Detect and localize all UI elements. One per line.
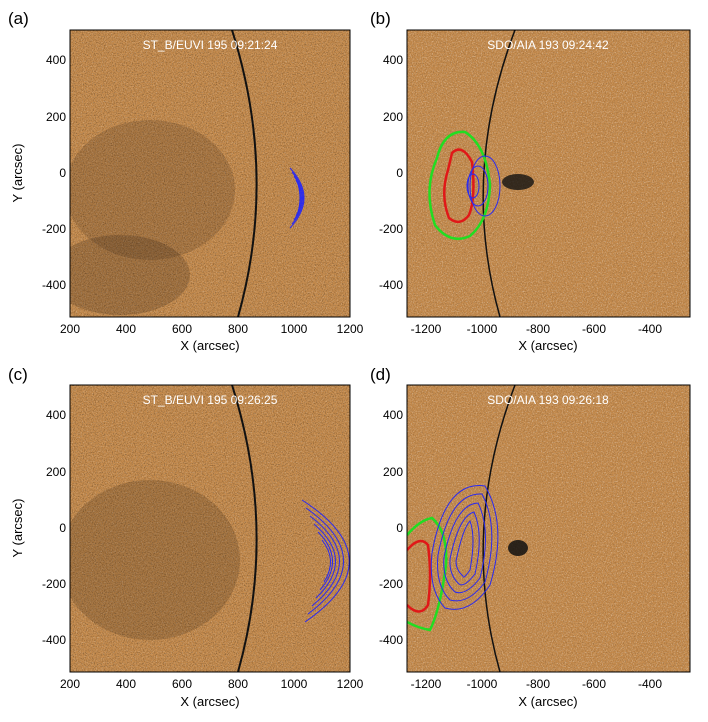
x-tick-label: -600: [582, 677, 606, 691]
plot-frame: [406, 384, 691, 673]
green-contour: [428, 130, 492, 240]
x-tick-label: -1000: [467, 677, 498, 691]
y-tick-label: -400: [379, 278, 403, 292]
panel-b: (b) SDO/AIA 193 09:24:42 400 200 0 -200 …: [370, 9, 691, 353]
plot-frame: [406, 29, 691, 318]
x-tick-label: 1000: [281, 322, 308, 336]
x-tick-label: 1200: [337, 322, 364, 336]
blue-contours: [466, 155, 501, 217]
y-axis-label: Y (arcsec): [10, 144, 25, 203]
solar-limb: [231, 30, 258, 317]
x-tick-label: 200: [60, 322, 80, 336]
x-tick-label: 800: [228, 677, 248, 691]
x-tick-label: 200: [60, 677, 80, 691]
panel-title: ST_B/EUVI 195 09:21:24: [143, 38, 278, 52]
x-tick-label: -600: [582, 322, 606, 336]
y-tick-label: -400: [42, 278, 66, 292]
panel-label: (b): [370, 9, 391, 28]
solar-image: [407, 385, 690, 672]
y-tick-labels: 400 200 0 -200 -400: [379, 408, 403, 647]
y-tick-labels: 400 200 0 -200 -400: [42, 408, 66, 647]
x-tick-label: 800: [228, 322, 248, 336]
y-axis-label: Y (arcsec): [10, 499, 25, 558]
x-tick-label: -1200: [411, 677, 442, 691]
blue-contours: [430, 485, 499, 610]
y-tick-label: -200: [42, 222, 66, 236]
y-tick-label: -400: [42, 633, 66, 647]
x-tick-label: 1000: [281, 677, 308, 691]
y-tick-labels: 400 200 0 -200 -400: [42, 53, 66, 292]
red-contour: [407, 539, 432, 613]
y-tick-label: 200: [46, 465, 66, 479]
panel-d: (d) SDO/AIA 193 09:26:18 400 200 0 -200: [370, 365, 691, 709]
x-tick-label: 400: [116, 322, 136, 336]
x-tick-label: -400: [638, 677, 662, 691]
plot-frame: [69, 29, 351, 318]
blue-contours: [289, 167, 305, 229]
x-tick-label: -1000: [467, 322, 498, 336]
x-tick-label: -800: [526, 322, 550, 336]
x-tick-label: 600: [172, 677, 192, 691]
x-tick-labels: 200 400 600 800 1000 1200: [60, 322, 364, 336]
panel-c: (c) ST_B/EUVI 195 09:26:25 400 200 0 -20…: [8, 365, 364, 709]
solar-limb: [482, 385, 516, 672]
y-tick-label: 400: [383, 408, 403, 422]
y-tick-label: -200: [379, 222, 403, 236]
panel-title: SDO/AIA 193 09:26:18: [487, 393, 609, 407]
y-tick-label: -200: [42, 577, 66, 591]
solar-image: [407, 30, 690, 317]
x-tick-labels: -1200 -1000 -800 -600 -400: [411, 322, 663, 336]
blue-contours: [301, 499, 350, 623]
y-tick-label: 0: [396, 521, 403, 535]
red-contour: [443, 148, 475, 224]
x-tick-label: -1200: [411, 322, 442, 336]
panel-label: (a): [8, 9, 29, 28]
panel-label: (d): [370, 365, 391, 384]
panel-title: ST_B/EUVI 195 09:26:25: [143, 393, 278, 407]
x-tick-label: -400: [638, 322, 662, 336]
y-tick-label: -400: [379, 633, 403, 647]
y-tick-label: 400: [383, 53, 403, 67]
y-tick-label: 200: [46, 110, 66, 124]
x-axis-label: X (arcsec): [518, 694, 577, 709]
x-tick-labels: 200 400 600 800 1000 1200: [60, 677, 364, 691]
y-tick-label: 400: [46, 408, 66, 422]
x-tick-labels: -1200 -1000 -800 -600 -400: [411, 677, 663, 691]
x-axis-label: X (arcsec): [180, 694, 239, 709]
x-tick-label: 1200: [337, 677, 364, 691]
solar-image: [70, 385, 350, 672]
x-axis-label: X (arcsec): [518, 338, 577, 353]
y-tick-labels: 400 200 0 -200 -400: [379, 53, 403, 292]
y-tick-label: 0: [59, 521, 66, 535]
x-axis-label: X (arcsec): [180, 338, 239, 353]
y-tick-label: -200: [379, 577, 403, 591]
plot-frame: [69, 384, 351, 673]
y-tick-label: 200: [383, 465, 403, 479]
panel-label: (c): [8, 365, 28, 384]
panel-title: SDO/AIA 193 09:24:42: [487, 38, 609, 52]
x-tick-label: 600: [172, 322, 192, 336]
solar-image: [70, 30, 350, 317]
green-contour: [407, 516, 448, 632]
y-tick-label: 0: [396, 166, 403, 180]
x-tick-label: -800: [526, 677, 550, 691]
panel-a: (a) ST_B/EUVI 195 09:21:24 400 200 0 -20…: [8, 9, 364, 353]
solar-limb: [231, 385, 258, 672]
x-tick-label: 400: [116, 677, 136, 691]
y-tick-label: 400: [46, 53, 66, 67]
y-tick-label: 0: [59, 166, 66, 180]
solar-limb: [482, 30, 516, 317]
y-tick-label: 200: [383, 110, 403, 124]
